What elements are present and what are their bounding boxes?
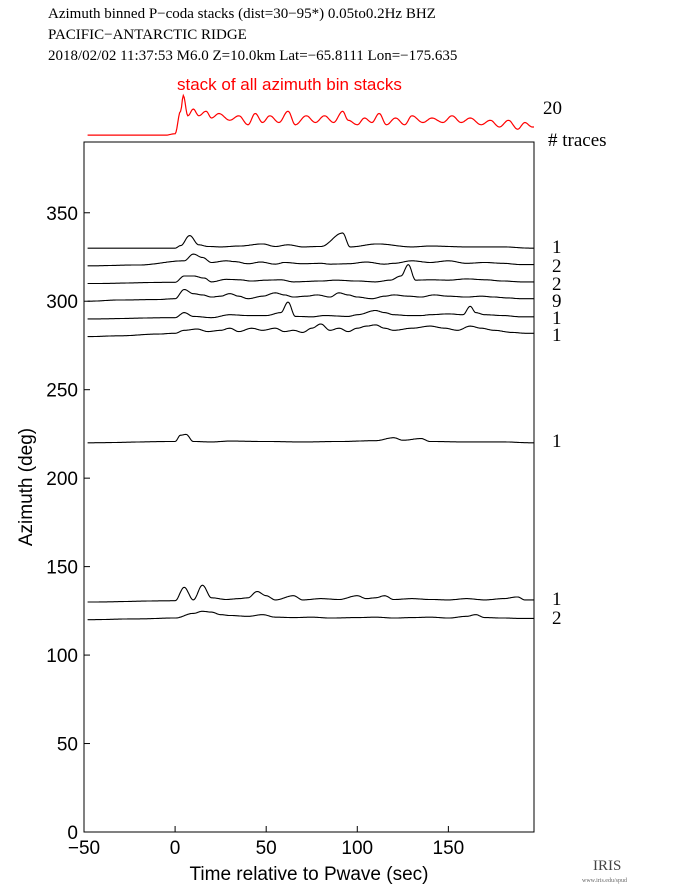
header-line-1: Azimuth binned P−coda stacks (dist=30−95… <box>48 6 436 22</box>
trace-azimuth-280 <box>87 323 534 338</box>
y-tick-label-200: 200 <box>46 469 78 490</box>
y-tick-label-300: 300 <box>46 292 78 313</box>
y-tick-label-50: 50 <box>57 735 78 756</box>
trace-group <box>87 232 534 621</box>
iris-logo-text: IRIS <box>593 858 621 874</box>
x-tick-label-2: 50 <box>256 838 277 859</box>
trace-azimuth-300 <box>87 288 534 302</box>
trace-azimuth-330 <box>87 232 534 249</box>
plot-frame <box>83 141 535 833</box>
header-line-2: PACIFIC−ANTARCTIC RIDGE <box>48 27 247 43</box>
trace-count-290: 1 <box>552 308 562 329</box>
y-axis-label: Azimuth (deg) <box>16 428 37 546</box>
iris-logo: IRIS www.iris.edu/spud <box>582 858 627 884</box>
y-tick-label-0: 0 <box>67 823 78 844</box>
x-tick-label-1: 0 <box>170 838 181 859</box>
x-tick-label-3: 100 <box>341 838 373 859</box>
stack-count: 20 <box>543 98 562 119</box>
y-tick-label-350: 350 <box>46 204 78 225</box>
trace-count-220: 1 <box>552 431 562 452</box>
header-line-3: 2018/02/02 11:37:53 M6.0 Z=10.0km Lat=−6… <box>48 48 457 64</box>
traces-header: # traces <box>548 130 607 151</box>
trace-count-310: 2 <box>552 274 562 295</box>
stack-label: stack of all azimuth bin stacks <box>177 75 402 94</box>
x-tick-label-0: −50 <box>68 838 100 859</box>
x-axis: −50 0 50 100 150 <box>68 826 464 859</box>
iris-logo-url: www.iris.edu/spud <box>582 878 627 884</box>
x-axis-label: Time relative to Pwave (sec) <box>190 864 429 885</box>
trace-azimuth-290 <box>87 301 534 320</box>
trace-azimuth-320 <box>87 253 534 267</box>
y-axis: 0 50 100 150 200 250 300 350 <box>46 204 90 844</box>
y-tick-label-100: 100 <box>46 646 78 667</box>
trace-count-280: 1 <box>552 325 562 346</box>
stack-trace <box>87 93 534 136</box>
trace-azimuth-220 <box>87 433 534 444</box>
x-tick-label-4: 150 <box>433 838 465 859</box>
y-tick-label-150: 150 <box>46 558 78 579</box>
trace-count-300: 9 <box>552 291 562 312</box>
y-tick-label-250: 250 <box>46 381 78 402</box>
trace-azimuth-120 <box>87 610 534 621</box>
trace-count-130: 1 <box>552 589 562 610</box>
trace-count-330: 1 <box>552 237 562 258</box>
trace-count-120: 2 <box>552 608 562 629</box>
trace-azimuth-130 <box>87 584 534 603</box>
trace-count-320: 2 <box>552 256 562 277</box>
trace-azimuth-310 <box>87 263 534 285</box>
